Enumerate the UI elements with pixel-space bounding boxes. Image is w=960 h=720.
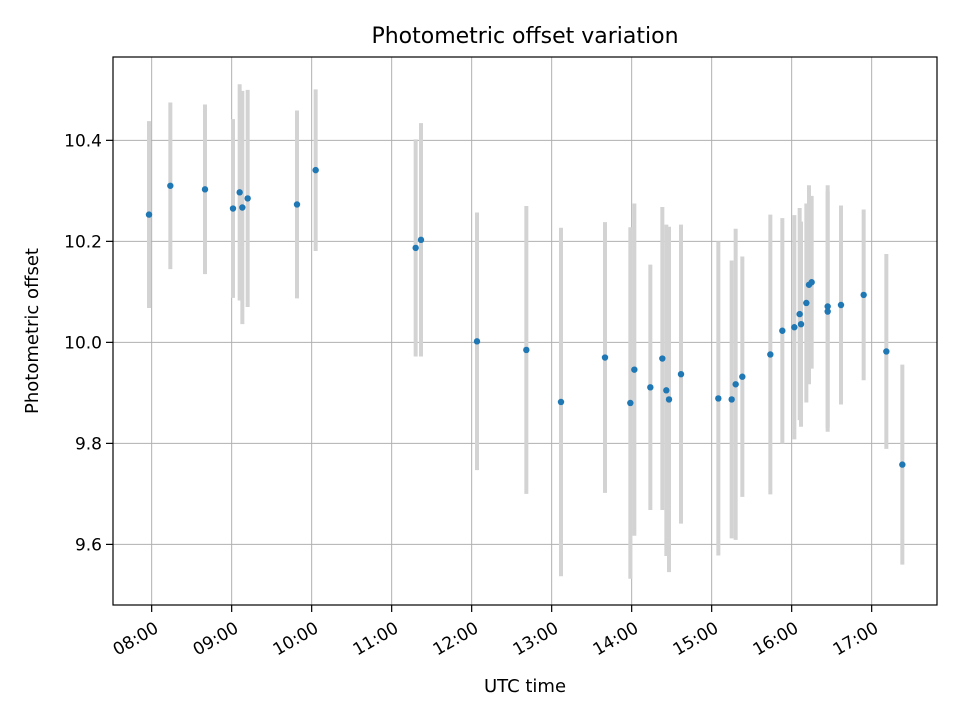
data-point [145,211,153,218]
data-point [627,399,634,407]
data-point [601,354,609,361]
y-tick-label: 9.6 [75,535,102,555]
data-point [523,346,530,354]
data-point [767,351,774,358]
data-point [244,195,251,202]
data-point [728,396,735,403]
data-point [860,291,867,299]
data-point [239,204,246,211]
y-tick-label: 10.2 [64,232,102,252]
y-tick-label: 9.8 [75,434,102,454]
data-point [665,396,673,403]
data-point [167,182,174,189]
data-point [803,299,810,307]
data-point [417,236,425,244]
data-point [412,244,419,252]
plot-frame [112,56,938,606]
data-point [312,166,319,174]
data-point [557,398,565,406]
data-point [659,355,666,362]
y-tick-label: 10.0 [64,333,102,353]
data-point [883,348,890,355]
y-axis-label: Photometric offset [22,248,43,414]
data-point [663,387,670,394]
data-point [808,279,815,286]
x-axis-label: UTC time [484,676,566,697]
data-point [797,320,805,328]
data-point [229,205,237,212]
chart-title: Photometric offset variation [371,24,678,49]
data-point [732,381,739,388]
data-points [145,166,906,468]
data-point [779,327,786,334]
data-point [631,366,638,373]
data-point [293,201,301,208]
data-point [739,373,746,380]
data-point [824,308,831,315]
data-point [796,310,803,318]
data-point [837,301,845,309]
data-point [899,461,906,468]
data-point [824,303,831,310]
data-point [201,186,209,193]
data-point [677,370,685,378]
data-point [715,395,722,402]
data-point [473,338,481,345]
y-tick-label: 10.4 [64,131,102,151]
data-point [647,384,654,391]
data-point [236,189,243,196]
data-point [791,324,798,331]
